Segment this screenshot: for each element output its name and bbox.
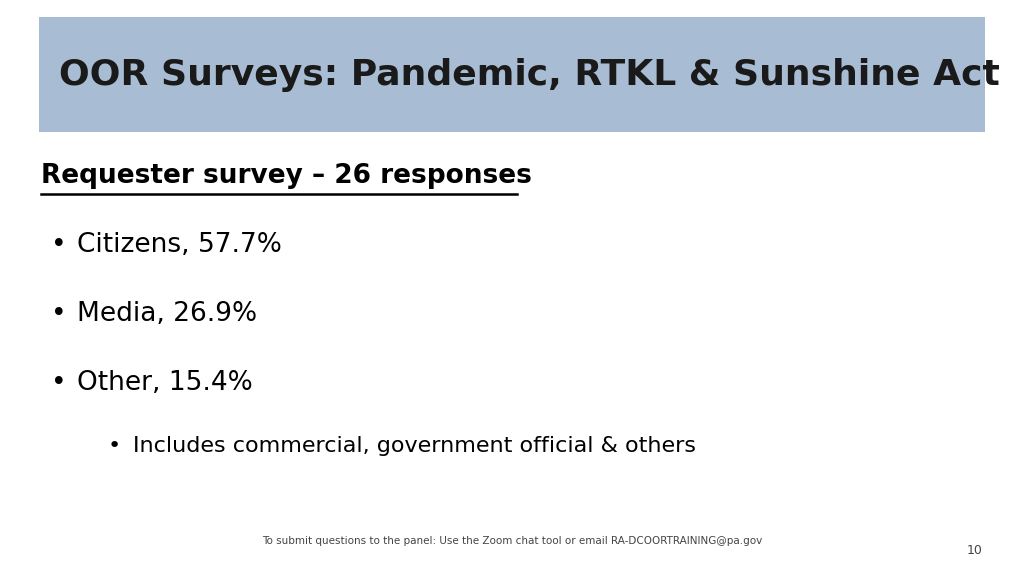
Text: •: •: [51, 232, 67, 258]
Text: Other, 15.4%: Other, 15.4%: [77, 370, 253, 396]
Text: Media, 26.9%: Media, 26.9%: [77, 301, 257, 327]
Text: Includes commercial, government official & others: Includes commercial, government official…: [133, 437, 696, 456]
Text: OOR Surveys: Pandemic, RTKL & Sunshine Act: OOR Surveys: Pandemic, RTKL & Sunshine A…: [59, 58, 1000, 92]
Text: •: •: [51, 301, 67, 327]
Text: •: •: [108, 437, 121, 456]
Text: 10: 10: [967, 544, 983, 556]
Text: Citizens, 57.7%: Citizens, 57.7%: [77, 232, 282, 258]
Text: To submit questions to the panel: Use the Zoom chat tool or email RA-DCOORTRAINI: To submit questions to the panel: Use th…: [262, 536, 762, 547]
Text: •: •: [51, 370, 67, 396]
Bar: [39, 17, 985, 132]
Text: Requester survey – 26 responses: Requester survey – 26 responses: [41, 162, 531, 189]
